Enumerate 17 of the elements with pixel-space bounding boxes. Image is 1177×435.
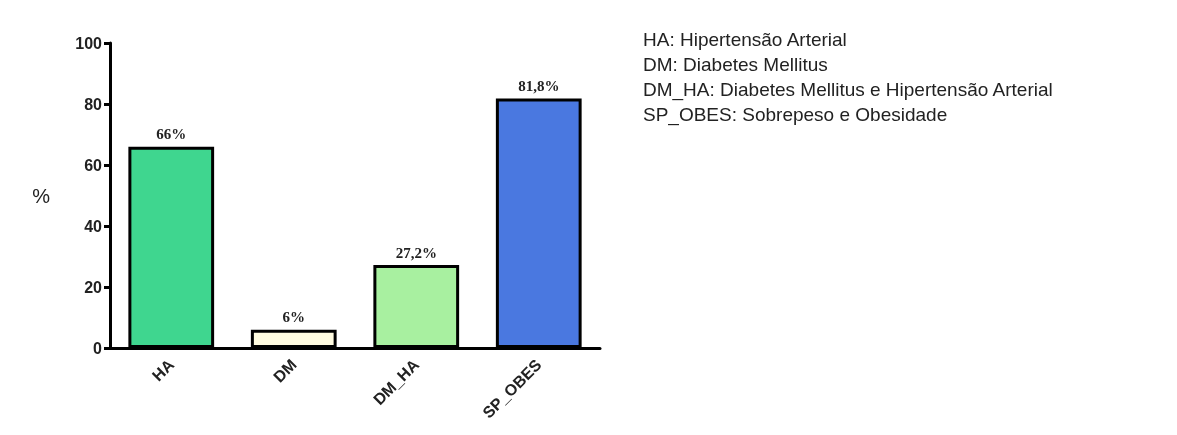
y-tick-label: 80 bbox=[84, 95, 103, 113]
text: DM_HA: Diabetes Mellitus e Hipertensão Arterial bbox=[643, 79, 1053, 101]
data-label: 81,8% bbox=[518, 78, 560, 95]
y-tick-label: 60 bbox=[84, 156, 103, 174]
y-tick-label: 40 bbox=[84, 217, 103, 235]
text: SP_OBES: Sobrepeso e Obesidade bbox=[643, 104, 948, 126]
y-tick-label: 100 bbox=[75, 34, 103, 52]
data-label: 66% bbox=[156, 126, 187, 143]
text: DM: Diabetes Mellitus bbox=[643, 54, 828, 75]
y-tick-label: 0 bbox=[93, 339, 103, 357]
text: HA: Hipertensão Arterial bbox=[643, 29, 847, 50]
data-label: 6% bbox=[282, 309, 305, 326]
y-tick-label: 20 bbox=[84, 278, 103, 296]
y-axis-title: % bbox=[32, 184, 51, 207]
data-label: 27,2% bbox=[395, 244, 437, 261]
x-tick-label: HA bbox=[148, 355, 178, 385]
x-tick-label: DM bbox=[270, 355, 300, 386]
